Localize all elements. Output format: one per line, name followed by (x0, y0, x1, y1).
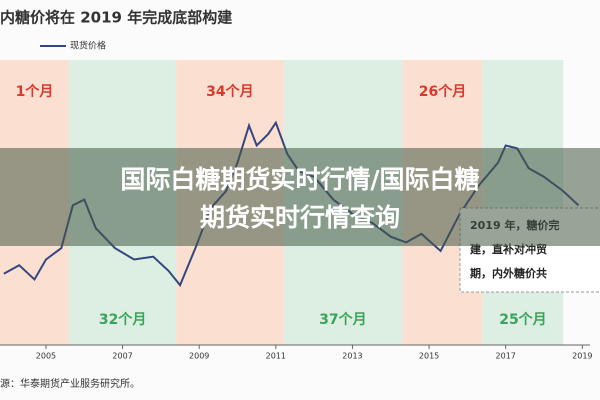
x-tick-label: 2005 (36, 352, 56, 361)
band-label: 1个月 (16, 83, 54, 100)
band-label: 25个月 (499, 311, 546, 328)
chart-title: 内糖价将在 2019 年完成底部构建 (0, 9, 233, 27)
banner-bg (0, 148, 600, 246)
x-tick-label: 2015 (419, 352, 439, 361)
banner-line: 期货实时行情查询 (200, 203, 400, 232)
x-tick-label: 2007 (112, 352, 132, 361)
x-tick-label: 2017 (496, 352, 516, 361)
band-label: 34个月 (206, 83, 253, 100)
x-tick-label: 2011 (266, 352, 286, 361)
band-label: 37个月 (319, 311, 366, 328)
x-tick-label: 2019 (572, 352, 592, 361)
source: 源：华泰期货产业服务研究所。 (0, 377, 140, 390)
band-label: 26个月 (419, 83, 466, 100)
banner-line: 国际白糖期货实时行情/国际白糖 (120, 165, 479, 194)
x-tick-label: 2009 (189, 352, 209, 361)
x-tick-label: 2013 (342, 352, 362, 361)
legend-label: 现货价格 (70, 40, 106, 52)
note-line: 期，内外糖价共 (470, 266, 547, 280)
band-label: 32个月 (99, 311, 146, 328)
